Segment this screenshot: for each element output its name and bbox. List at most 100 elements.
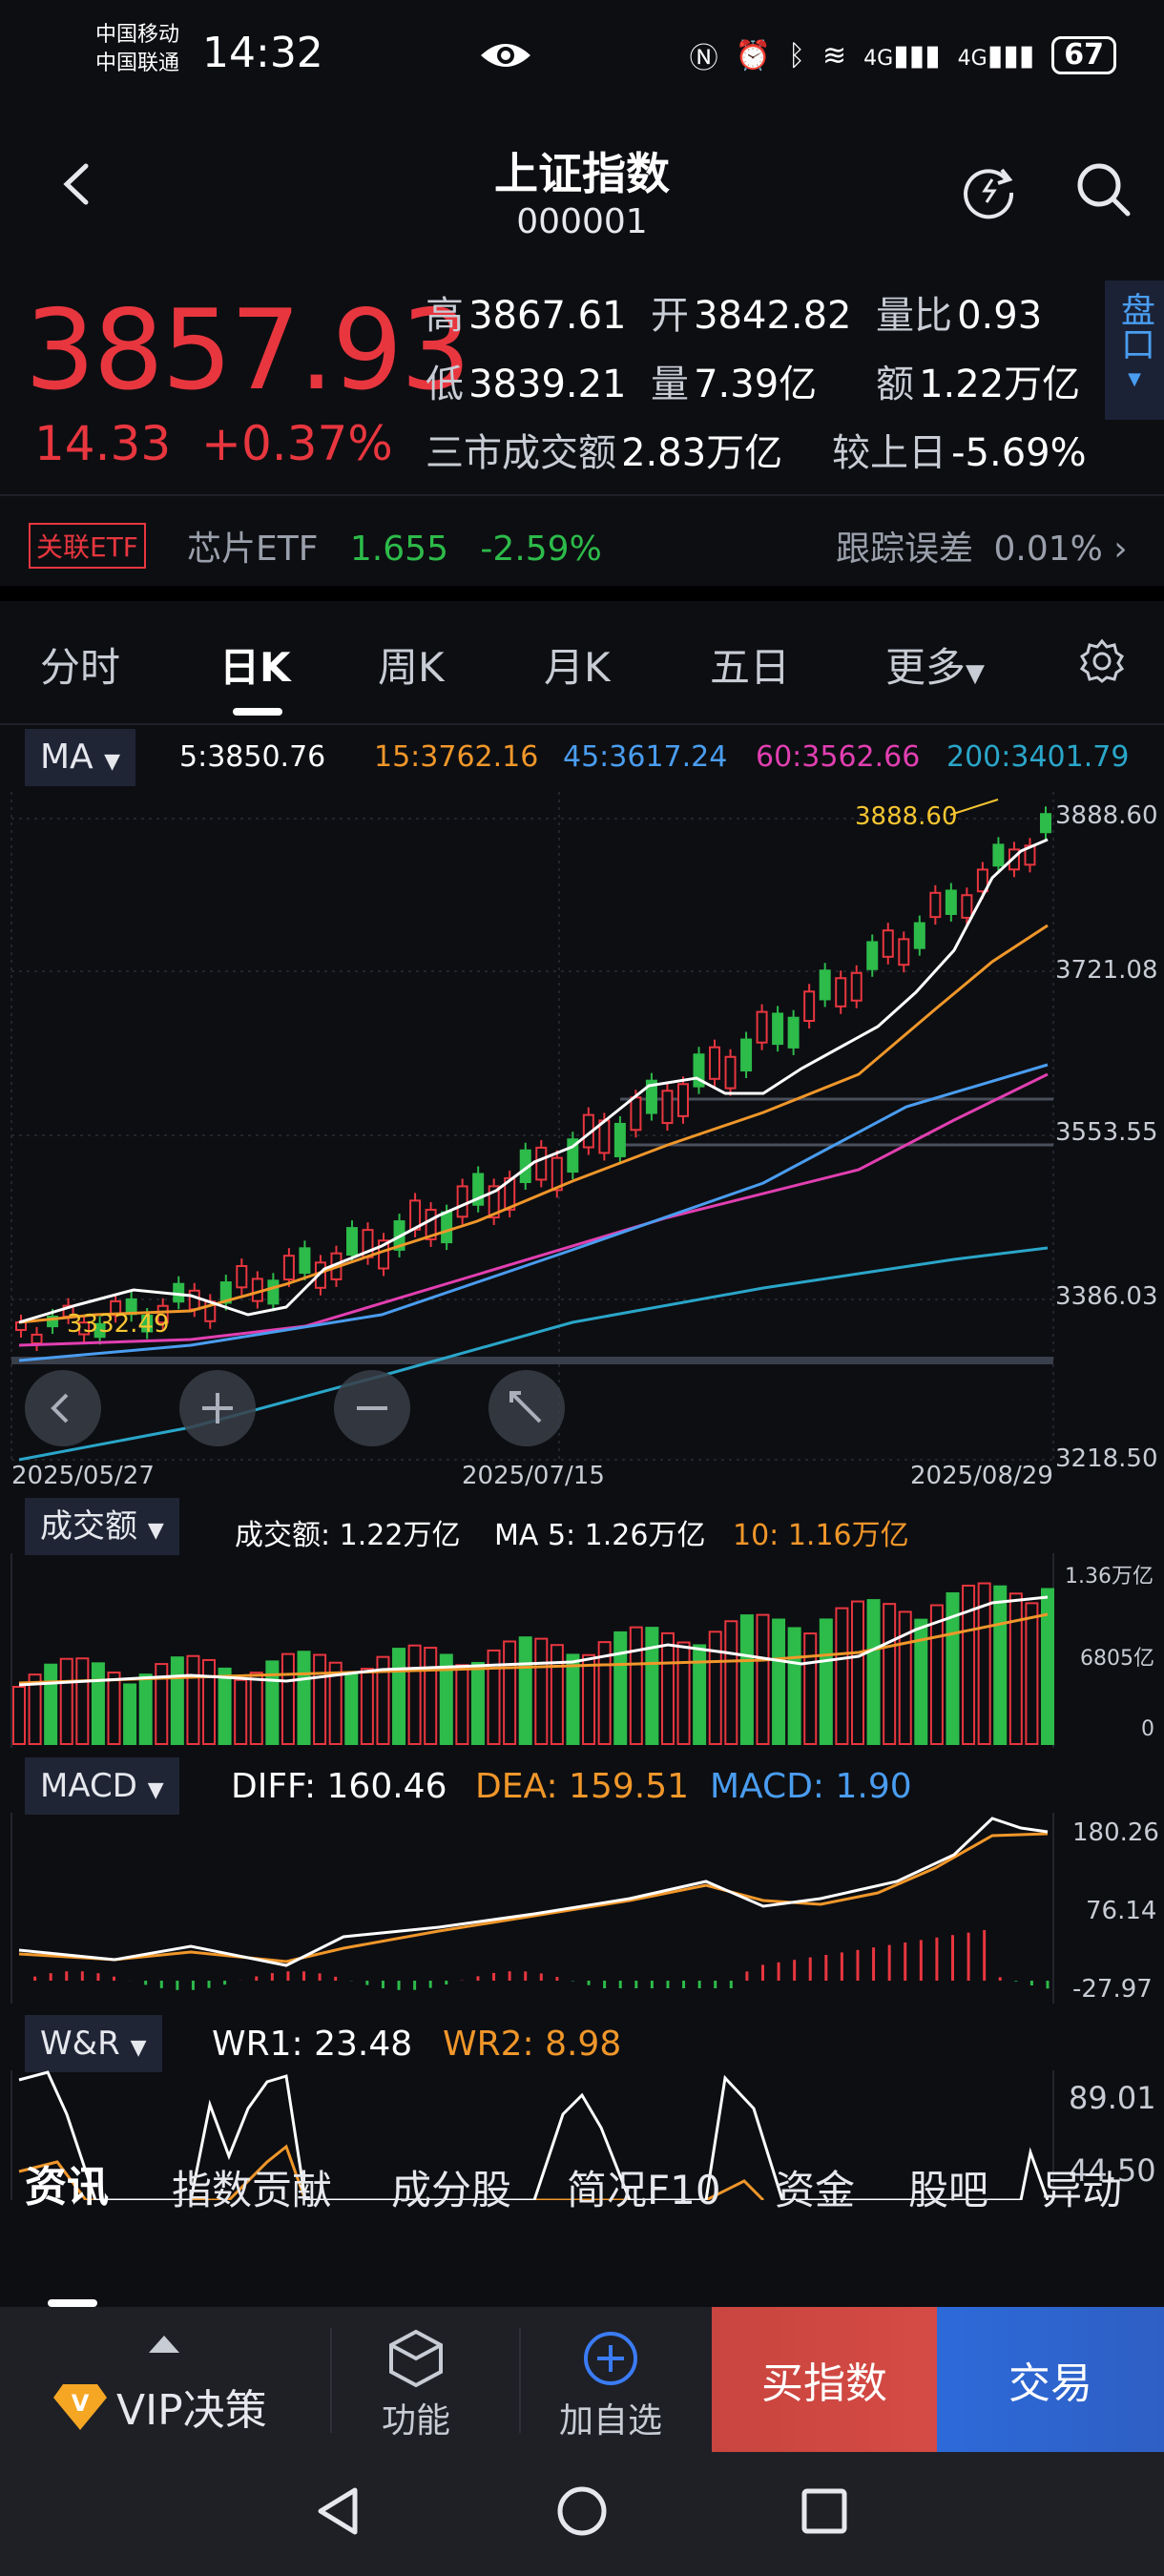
volume-bar bbox=[265, 1660, 280, 1745]
bluetooth-icon: ᛒ bbox=[787, 38, 805, 73]
ma60-value: 60:3562.66 bbox=[756, 740, 921, 774]
candle-body bbox=[850, 971, 863, 1002]
volume-bar bbox=[44, 1663, 58, 1745]
volume-bar bbox=[107, 1672, 121, 1745]
pankou-button[interactable]: 盘口 ▼ bbox=[1105, 280, 1164, 420]
refresh-icon[interactable] bbox=[958, 158, 1019, 219]
volume-bar bbox=[455, 1664, 469, 1745]
tab-weekly-k[interactable]: 周K bbox=[378, 644, 445, 691]
add-watchlist-label: 加自选 bbox=[559, 2401, 663, 2441]
tab-intraday[interactable]: 分时 bbox=[40, 644, 121, 691]
volume-selector[interactable]: 成交额 ▼ bbox=[25, 1498, 179, 1555]
stat-volume-ratio: 量比 0.93 bbox=[876, 294, 1043, 338]
candle-body bbox=[929, 891, 942, 919]
alarm-icon: ⏰ bbox=[735, 38, 771, 73]
volume-bar bbox=[866, 1599, 881, 1746]
candle-body bbox=[945, 889, 957, 915]
ma-selector[interactable]: MA ▼ bbox=[25, 729, 136, 786]
candle-body bbox=[676, 1083, 689, 1117]
nav-home-icon[interactable] bbox=[553, 2483, 611, 2540]
wr-chart bbox=[10, 2070, 1054, 2200]
nav-back-icon[interactable] bbox=[311, 2483, 368, 2540]
chevron-right-icon: › bbox=[1113, 530, 1128, 569]
chart-grid bbox=[10, 792, 1054, 1461]
tab-news[interactable]: 资讯 bbox=[25, 2163, 109, 2212]
tracking-label: 跟踪误差 bbox=[836, 530, 974, 569]
volume-bar bbox=[708, 1631, 722, 1745]
tab-funds[interactable]: 资金 bbox=[775, 2167, 856, 2213]
tab-anomaly[interactable]: 异动 bbox=[1042, 2167, 1123, 2213]
tab-constituents[interactable]: 成分股 bbox=[391, 2167, 512, 2213]
tab-index-contribution[interactable]: 指数贡献 bbox=[172, 2167, 333, 2213]
fullscreen-button[interactable] bbox=[487, 1368, 567, 1448]
volume-bar bbox=[645, 1627, 659, 1745]
battery-icon: 67 bbox=[1051, 36, 1116, 74]
status-icons: Ⓝ ⏰ ᛒ ≋ 4G▮▮▮ 4G▮▮▮ 67 bbox=[690, 34, 1116, 76]
volume-bar bbox=[550, 1644, 564, 1745]
ma15-value: 15:3762.16 bbox=[374, 740, 539, 774]
search-icon[interactable] bbox=[1072, 158, 1133, 219]
vip-button[interactable]: V VIP决策 bbox=[53, 2376, 267, 2437]
tab-more-label: 更多 bbox=[885, 644, 967, 691]
zoom-in-button[interactable] bbox=[177, 1368, 258, 1448]
candle-body bbox=[835, 977, 847, 1008]
candle-body bbox=[472, 1173, 485, 1206]
volume-bar bbox=[566, 1653, 580, 1745]
date-tick: 2025/07/15 bbox=[462, 1462, 605, 1490]
tab-more[interactable]: 更多▼ bbox=[885, 635, 985, 694]
volume-bar bbox=[534, 1637, 549, 1745]
macd-dea: DEA: 159.51 bbox=[475, 1767, 689, 1806]
candle-body bbox=[740, 1038, 753, 1072]
tab-forum[interactable]: 股吧 bbox=[908, 2167, 989, 2213]
ma-label: MA bbox=[40, 737, 94, 777]
wr-selector[interactable]: W&R ▼ bbox=[25, 2015, 162, 2072]
date-tick: 2025/08/29 bbox=[910, 1462, 1053, 1490]
zoom-out-button[interactable] bbox=[332, 1368, 412, 1448]
tracking-error[interactable]: 跟踪误差 0.01% › bbox=[836, 521, 1128, 571]
volume-bar bbox=[1025, 1602, 1039, 1745]
candle-body bbox=[425, 1209, 437, 1240]
candle-body bbox=[441, 1211, 453, 1244]
function-button[interactable]: 功能 bbox=[382, 2328, 450, 2442]
change-value: 14.33 bbox=[34, 416, 172, 471]
volume-bar bbox=[170, 1656, 184, 1745]
cube-icon bbox=[389, 2329, 443, 2388]
min-price-label: 3332.49 bbox=[67, 1310, 170, 1339]
add-watchlist-button[interactable]: 加自选 bbox=[559, 2328, 662, 2442]
nav-recent-icon[interactable] bbox=[796, 2483, 853, 2540]
tab-five-day[interactable]: 五日 bbox=[710, 644, 791, 691]
tab-monthly-k[interactable]: 月K bbox=[544, 644, 611, 691]
dropdown-caret-icon: ▼ bbox=[130, 2036, 147, 2060]
ma45-value: 45:3617.24 bbox=[563, 740, 728, 774]
diamond-v-icon: V bbox=[53, 2384, 107, 2430]
stat-vs-prev: 较上日 -5.69% bbox=[832, 431, 1087, 475]
etf-link[interactable]: 芯片ETF 1.655 -2.59% bbox=[187, 521, 602, 571]
scroll-left-button[interactable] bbox=[23, 1368, 103, 1448]
volume-bars bbox=[12, 1582, 1054, 1746]
candle-body bbox=[345, 1227, 358, 1257]
candle-body bbox=[693, 1053, 705, 1088]
price-tick: 3218.50 bbox=[1055, 1444, 1158, 1473]
dropdown-caret-icon: ▼ bbox=[966, 659, 986, 688]
candle-body bbox=[898, 938, 910, 966]
buy-index-button[interactable]: 买指数 bbox=[712, 2307, 937, 2452]
trade-button[interactable]: 交易 bbox=[937, 2307, 1164, 2452]
gear-icon[interactable] bbox=[1078, 637, 1126, 685]
candle-body bbox=[156, 1304, 169, 1324]
tab-daily-k[interactable]: 日K bbox=[219, 644, 291, 691]
macd-tick: 180.26 bbox=[1072, 1818, 1159, 1847]
dropdown-caret-icon: ▼ bbox=[147, 1778, 164, 1802]
signal-1-icon: 4G▮▮▮ bbox=[863, 38, 941, 73]
macd-selector[interactable]: MACD ▼ bbox=[25, 1757, 179, 1815]
expand-up-icon[interactable] bbox=[149, 2336, 179, 2353]
volume-bar bbox=[629, 1626, 643, 1745]
volume-bar bbox=[392, 1648, 406, 1745]
tab-f10[interactable]: 简况F10 bbox=[567, 2167, 721, 2213]
back-arrow-icon[interactable] bbox=[57, 160, 95, 208]
wr1-line bbox=[18, 2070, 1050, 2200]
candlestick-chart[interactable]: 3888.60 3332.49 bbox=[0, 792, 1164, 1479]
max-price-label: 3888.60 bbox=[855, 802, 958, 831]
volume-bar bbox=[297, 1651, 311, 1745]
volume-bar bbox=[28, 1673, 42, 1745]
volume-bar bbox=[12, 1686, 26, 1745]
